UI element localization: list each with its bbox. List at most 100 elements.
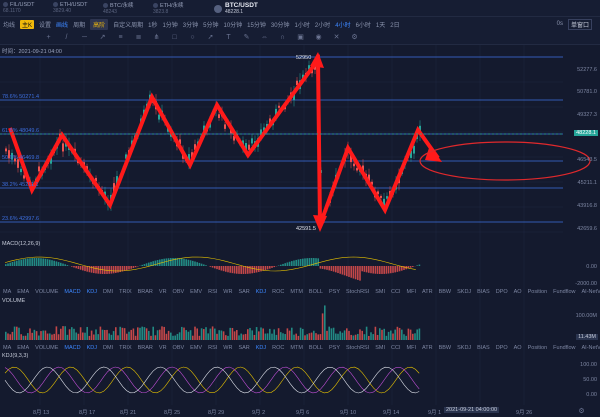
- settings-icon[interactable]: ⚙: [578, 408, 585, 415]
- indicator-tab[interactable]: StochRSI: [346, 288, 370, 295]
- interval-item[interactable]: 5分钟: [203, 22, 219, 29]
- indicator-tab[interactable]: MTM: [290, 344, 303, 351]
- indicator-tab[interactable]: KDJ: [86, 344, 97, 351]
- settings-icon[interactable]: ⚙: [351, 34, 358, 41]
- main-ticker[interactable]: BTC/USDT 48228.1: [214, 0, 258, 17]
- indicator-tab[interactable]: MA: [3, 344, 12, 351]
- indicator-tab[interactable]: BBW: [438, 288, 452, 295]
- indicator-tab[interactable]: BOLL: [308, 288, 323, 295]
- interval-item[interactable]: 2日: [390, 22, 400, 29]
- circle-icon[interactable]: ○: [190, 34, 195, 41]
- toolbar-item-hot[interactable]: 高阶: [90, 18, 109, 30]
- fib-icon[interactable]: ≣: [135, 34, 142, 41]
- indicator-tab[interactable]: CCI: [391, 288, 401, 295]
- indicator-tab[interactable]: MACD: [64, 288, 81, 295]
- interval-item[interactable]: 6小时: [355, 22, 371, 29]
- indicator-tab[interactable]: BBW: [438, 344, 452, 351]
- indicator-tab[interactable]: WR: [223, 344, 233, 351]
- indicator-tab[interactable]: VR: [158, 288, 167, 295]
- hline-icon[interactable]: ─: [82, 34, 87, 41]
- interval-item[interactable]: 1小时: [294, 22, 310, 29]
- ticker-item[interactable]: FIL/USDT 68.1170: [0, 0, 50, 17]
- ray-icon[interactable]: ↗: [99, 34, 106, 41]
- indicator-tab[interactable]: TRIX: [119, 344, 132, 351]
- indicator-tab[interactable]: SKDJ: [457, 344, 472, 351]
- indicator-tab[interactable]: AI-NetVOL: [581, 288, 600, 295]
- indicator-tab[interactable]: Fundflow: [553, 344, 576, 351]
- indicator-tab[interactable]: AO: [513, 344, 522, 351]
- indicator-tab[interactable]: BRAR: [137, 288, 153, 295]
- text-icon[interactable]: T: [226, 34, 231, 41]
- indicator-tab[interactable]: VOLUME: [35, 288, 59, 295]
- indicator-tab[interactable]: VR: [158, 344, 167, 351]
- indicator-tab[interactable]: TRIX: [119, 288, 132, 295]
- indicator-tab[interactable]: SKDJ: [457, 288, 472, 295]
- toolbar-item[interactable]: 均线: [3, 22, 16, 29]
- indicator-tab[interactable]: KDJ: [255, 344, 267, 351]
- interval-item[interactable]: 1分钟: [162, 22, 178, 29]
- indicator-tab[interactable]: SAR: [238, 288, 250, 295]
- indicator-tab[interactable]: EMA: [17, 288, 30, 295]
- rect-icon[interactable]: □: [172, 34, 177, 41]
- interval-item[interactable]: 30分钟: [270, 22, 290, 29]
- indicator-tab[interactable]: AO: [513, 288, 522, 295]
- interval-item[interactable]: 3分钟: [182, 22, 199, 29]
- indicator-tab[interactable]: WR: [223, 288, 233, 295]
- indicator-tab[interactable]: ATR: [421, 288, 433, 295]
- brush-icon[interactable]: ✎: [243, 34, 250, 41]
- indicator-tab[interactable]: DMI: [103, 288, 114, 295]
- ticker-item[interactable]: ETH/永续 3823.8: [150, 0, 200, 17]
- interval-item-active[interactable]: 4小时: [335, 22, 351, 29]
- toolbar-item[interactable]: 设置: [39, 22, 52, 29]
- interval-item[interactable]: 2小时: [314, 22, 331, 29]
- indicator-tab[interactable]: MACD: [64, 344, 81, 351]
- refresh-label[interactable]: 0s: [556, 21, 563, 27]
- indicator-tab[interactable]: StochRSI: [346, 344, 370, 351]
- pitchfork-icon[interactable]: ⋔: [153, 34, 160, 41]
- indicator-tab[interactable]: RSI: [208, 344, 218, 351]
- indicator-tab[interactable]: MTM: [290, 288, 303, 295]
- eye-icon[interactable]: ◉: [315, 34, 322, 41]
- toolbar-item[interactable]: 自定义周期: [113, 22, 144, 29]
- indicator-tab[interactable]: MFI: [406, 344, 416, 351]
- indicator-tab[interactable]: Position: [527, 344, 548, 351]
- indicator-tab[interactable]: ROC: [272, 344, 285, 351]
- indicator-tab[interactable]: RSI: [208, 288, 218, 295]
- ticker-item[interactable]: ETH/USDT 3829.40: [50, 0, 100, 17]
- trendline-icon[interactable]: /: [65, 34, 68, 41]
- indicator-tab[interactable]: KDJ: [86, 288, 97, 295]
- indicator-tab[interactable]: SMI: [375, 288, 386, 295]
- indicator-tab[interactable]: BOLL: [308, 344, 323, 351]
- indicator-tab[interactable]: CCI: [391, 344, 401, 351]
- interval-item[interactable]: 1秒: [148, 22, 158, 29]
- indicator-tab[interactable]: BIAS: [477, 288, 490, 295]
- indicator-tab[interactable]: MA: [3, 288, 12, 295]
- interval-item[interactable]: 15分钟: [247, 22, 266, 29]
- indicator-tab[interactable]: SAR: [238, 344, 250, 351]
- indicator-tab[interactable]: EMA: [17, 344, 30, 351]
- indicator-tab[interactable]: KDJ: [255, 288, 267, 295]
- main-chart-button[interactable]: 主K: [20, 19, 35, 29]
- indicator-tab[interactable]: DPO: [495, 344, 508, 351]
- indicator-tab[interactable]: Position: [527, 288, 548, 295]
- indicator-tab[interactable]: ROC: [272, 288, 285, 295]
- indicator-tab[interactable]: SMI: [375, 344, 386, 351]
- toolbar-item[interactable]: 周期: [73, 22, 86, 29]
- interval-item[interactable]: 10分钟: [223, 22, 243, 29]
- indicator-tab[interactable]: DMI: [103, 344, 114, 351]
- indicator-tab[interactable]: BRAR: [137, 344, 153, 351]
- arrow-icon[interactable]: ➚: [207, 34, 214, 41]
- indicator-tab[interactable]: EMV: [190, 288, 203, 295]
- indicator-tab[interactable]: ATR: [421, 344, 433, 351]
- trash-icon[interactable]: ✕: [333, 34, 340, 41]
- lock-icon[interactable]: ▣: [297, 34, 304, 41]
- measure-icon[interactable]: ⇔: [261, 34, 268, 41]
- interval-item[interactable]: 1天: [375, 22, 386, 29]
- indicator-tab[interactable]: OBV: [172, 344, 185, 351]
- magnet-icon[interactable]: ∩: [279, 34, 286, 41]
- toolbar-item-draw[interactable]: 画线: [56, 22, 69, 29]
- indicator-tab[interactable]: PSY: [328, 344, 340, 351]
- indicator-tab[interactable]: OBV: [172, 288, 185, 295]
- crosshair-icon[interactable]: +: [46, 34, 51, 41]
- indicator-tab[interactable]: PSY: [328, 288, 340, 295]
